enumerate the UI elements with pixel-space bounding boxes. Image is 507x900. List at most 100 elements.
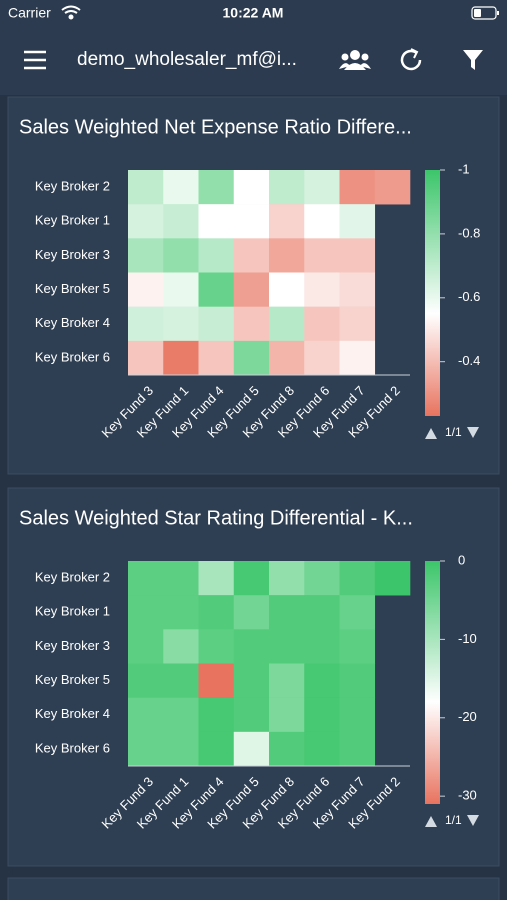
pager-up[interactable] — [425, 816, 437, 827]
y-tick-label: Key Broker 6 — [35, 740, 110, 755]
heatmap-cell — [128, 340, 164, 376]
y-tick-label: Key Broker 2 — [35, 570, 110, 585]
y-tick-label: Key Broker 5 — [35, 672, 110, 687]
y-tick-label: Key Broker 4 — [35, 315, 110, 330]
heatmap-cell — [339, 204, 376, 239]
y-tick-label: Key Broker 1 — [35, 213, 110, 228]
heatmap-cell — [304, 731, 340, 767]
heatmap-cell — [128, 663, 164, 698]
colorbar — [425, 561, 440, 804]
heatmap-cell — [163, 340, 199, 376]
battery-icon — [471, 6, 499, 20]
wifi-icon — [61, 5, 81, 20]
heatmap-cell — [128, 170, 164, 205]
heatmap-cell — [269, 170, 305, 205]
heatmap-cell — [233, 731, 270, 767]
heatmap-cell — [198, 340, 235, 376]
nav-title: demo_wholesaler_mf@i... — [77, 49, 297, 70]
heatmap-cell — [269, 306, 305, 342]
heatmap-cell — [304, 340, 340, 376]
heatmap-cell — [304, 697, 340, 733]
colorbar-tick-label: -0.6 — [458, 289, 480, 304]
heatmap-cell — [198, 170, 235, 205]
heatmap-cell — [269, 663, 305, 698]
heatmap-cell — [269, 629, 305, 664]
heatmap-cell — [128, 204, 164, 239]
heatmap-cell — [339, 561, 376, 596]
heatmap-cell — [128, 697, 164, 733]
heatmap-cell — [128, 561, 164, 596]
heatmap-cell — [304, 272, 340, 307]
heatmap-cell — [128, 595, 164, 630]
heatmap-cell — [163, 731, 199, 767]
y-tick-label: Key Broker 6 — [35, 349, 110, 364]
carrier: Carrier — [8, 5, 51, 21]
heatmap-cell — [163, 170, 199, 205]
heatmap-cell — [304, 561, 340, 596]
heatmap-cell — [233, 697, 270, 733]
heatmap-cell — [198, 663, 235, 698]
heatmap-cell — [163, 204, 199, 239]
heatmap-cell — [198, 629, 235, 664]
pager-down[interactable] — [467, 427, 479, 438]
heatmap-cell — [233, 595, 270, 630]
colorbar-tick-label: -10 — [458, 631, 477, 646]
y-tick-label: Key Broker 3 — [35, 247, 110, 262]
heatmap-cell — [304, 663, 340, 698]
pager-down[interactable] — [467, 815, 479, 826]
heatmap-cell — [339, 170, 376, 205]
y-tick-label: Key Broker 1 — [35, 604, 110, 619]
heatmap-cell — [339, 731, 376, 767]
heatmap-cell — [339, 697, 376, 733]
heatmap-cell — [304, 629, 340, 664]
refresh-button[interactable] — [400, 48, 422, 71]
pager-text: 1/1 — [445, 813, 462, 827]
heatmap-cell — [198, 272, 235, 307]
heatmap-cell — [163, 306, 199, 342]
heatmap-cell — [269, 561, 305, 596]
heatmap-cell — [198, 306, 235, 342]
heatmap-cell — [163, 561, 199, 596]
menu-button[interactable] — [24, 50, 46, 70]
card — [7, 877, 500, 900]
pager-up[interactable] — [425, 428, 437, 439]
heatmap-cell — [163, 595, 199, 630]
y-tick-label: Key Broker 2 — [35, 179, 110, 194]
heatmap-cell — [198, 697, 235, 733]
users-button[interactable] — [339, 50, 371, 70]
heatmap-cell — [233, 561, 270, 596]
heatmap-cell — [304, 238, 340, 273]
heatmap-cell — [269, 697, 305, 733]
heatmap-cell — [339, 663, 376, 698]
heatmap-cell — [304, 306, 340, 342]
y-tick-label: Key Broker 3 — [35, 638, 110, 653]
heatmap-cell — [128, 306, 164, 342]
heatmap-cell — [128, 629, 164, 664]
heatmap-cell — [163, 697, 199, 733]
heatmap-cell — [233, 340, 270, 376]
heatmap-cell — [198, 595, 235, 630]
heatmap-cell — [233, 629, 270, 664]
y-tick-label: Key Broker 5 — [35, 281, 110, 296]
heatmap-cell — [163, 272, 199, 307]
colorbar — [425, 170, 440, 416]
heatmap-cell — [269, 204, 305, 239]
heatmap-cell — [339, 629, 376, 664]
colorbar-tick-label: -1 — [458, 161, 470, 176]
filter-button[interactable] — [463, 50, 483, 70]
heatmap-cell — [233, 170, 270, 205]
heatmap-cell — [339, 238, 376, 273]
heatmap-cell — [304, 595, 340, 630]
heatmap-cell — [269, 731, 305, 767]
heatmap-cell — [198, 204, 235, 239]
colorbar-tick-label: -0.8 — [458, 225, 480, 240]
heatmap-cell — [269, 238, 305, 273]
chart-title: Sales Weighted Net Expense Ratio Differe… — [19, 116, 412, 138]
colorbar-tick-label: -30 — [458, 788, 477, 803]
clock: 10:22 AM — [223, 5, 284, 21]
heatmap-cell — [233, 204, 270, 239]
heatmap-cell — [233, 306, 270, 342]
heatmap-cell — [269, 340, 305, 376]
